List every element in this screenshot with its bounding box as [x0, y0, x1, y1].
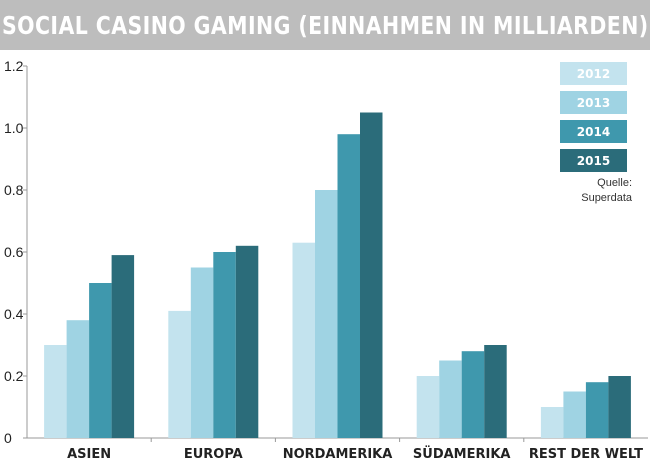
y-tick-label: 0 [4, 430, 12, 446]
bar-2015 [608, 376, 631, 438]
legend-label-2013: 2013 [577, 96, 610, 110]
bar-2012 [292, 242, 315, 438]
y-tick-label: 0.4 [4, 306, 24, 322]
category-label: SÜDAMERIKA [413, 446, 511, 462]
legend-swatch-2015 [560, 149, 627, 172]
bar-2015 [111, 255, 135, 438]
bar-2012 [540, 407, 564, 438]
bar-2013 [66, 320, 90, 438]
category-label: NORDAMERIKA [283, 447, 393, 462]
bar-2013 [315, 190, 338, 438]
source-note: Quelle: Superdata [560, 176, 632, 206]
bar-2014 [89, 283, 112, 438]
bar-2014 [585, 382, 609, 438]
legend-label-2012: 2012 [577, 67, 610, 81]
legend-label-2014: 2014 [577, 125, 610, 139]
bar-2012 [416, 376, 440, 438]
legend-label-2015: 2015 [577, 154, 610, 168]
bar-2013 [563, 391, 586, 438]
bar-2015 [360, 112, 383, 438]
bar-2014 [461, 351, 485, 438]
bar-2015 [235, 245, 259, 438]
bar-2013 [439, 360, 462, 438]
bar-2014 [213, 252, 236, 438]
y-tick-label: 0.6 [4, 244, 24, 260]
y-tick-label: 1.2 [4, 58, 24, 74]
bar-2012 [168, 310, 191, 438]
bar-2015 [484, 345, 507, 438]
source-label: Quelle: [597, 177, 632, 189]
bar-2013 [190, 267, 214, 438]
y-tick-label: 1.0 [4, 120, 24, 136]
legend-swatch-2014 [560, 120, 627, 143]
category-label: EUROPA [184, 447, 243, 462]
category-label: ASIEN [67, 447, 111, 462]
chart-title: SOCIAL CASINO GAMING (EINNAHMEN IN MILLI… [1, 10, 649, 40]
source-value: Superdata [581, 192, 632, 204]
y-tick-label: 0.2 [4, 368, 24, 384]
title-bar: SOCIAL CASINO GAMING (EINNAHMEN IN MILLI… [0, 0, 650, 50]
legend-swatch-2012 [560, 62, 627, 85]
category-label: REST DER WELT [529, 447, 643, 462]
y-tick-label: 0.8 [4, 182, 24, 198]
bar-2014 [337, 134, 360, 438]
bar-2012 [44, 345, 67, 438]
legend-swatch-2013 [560, 91, 627, 114]
